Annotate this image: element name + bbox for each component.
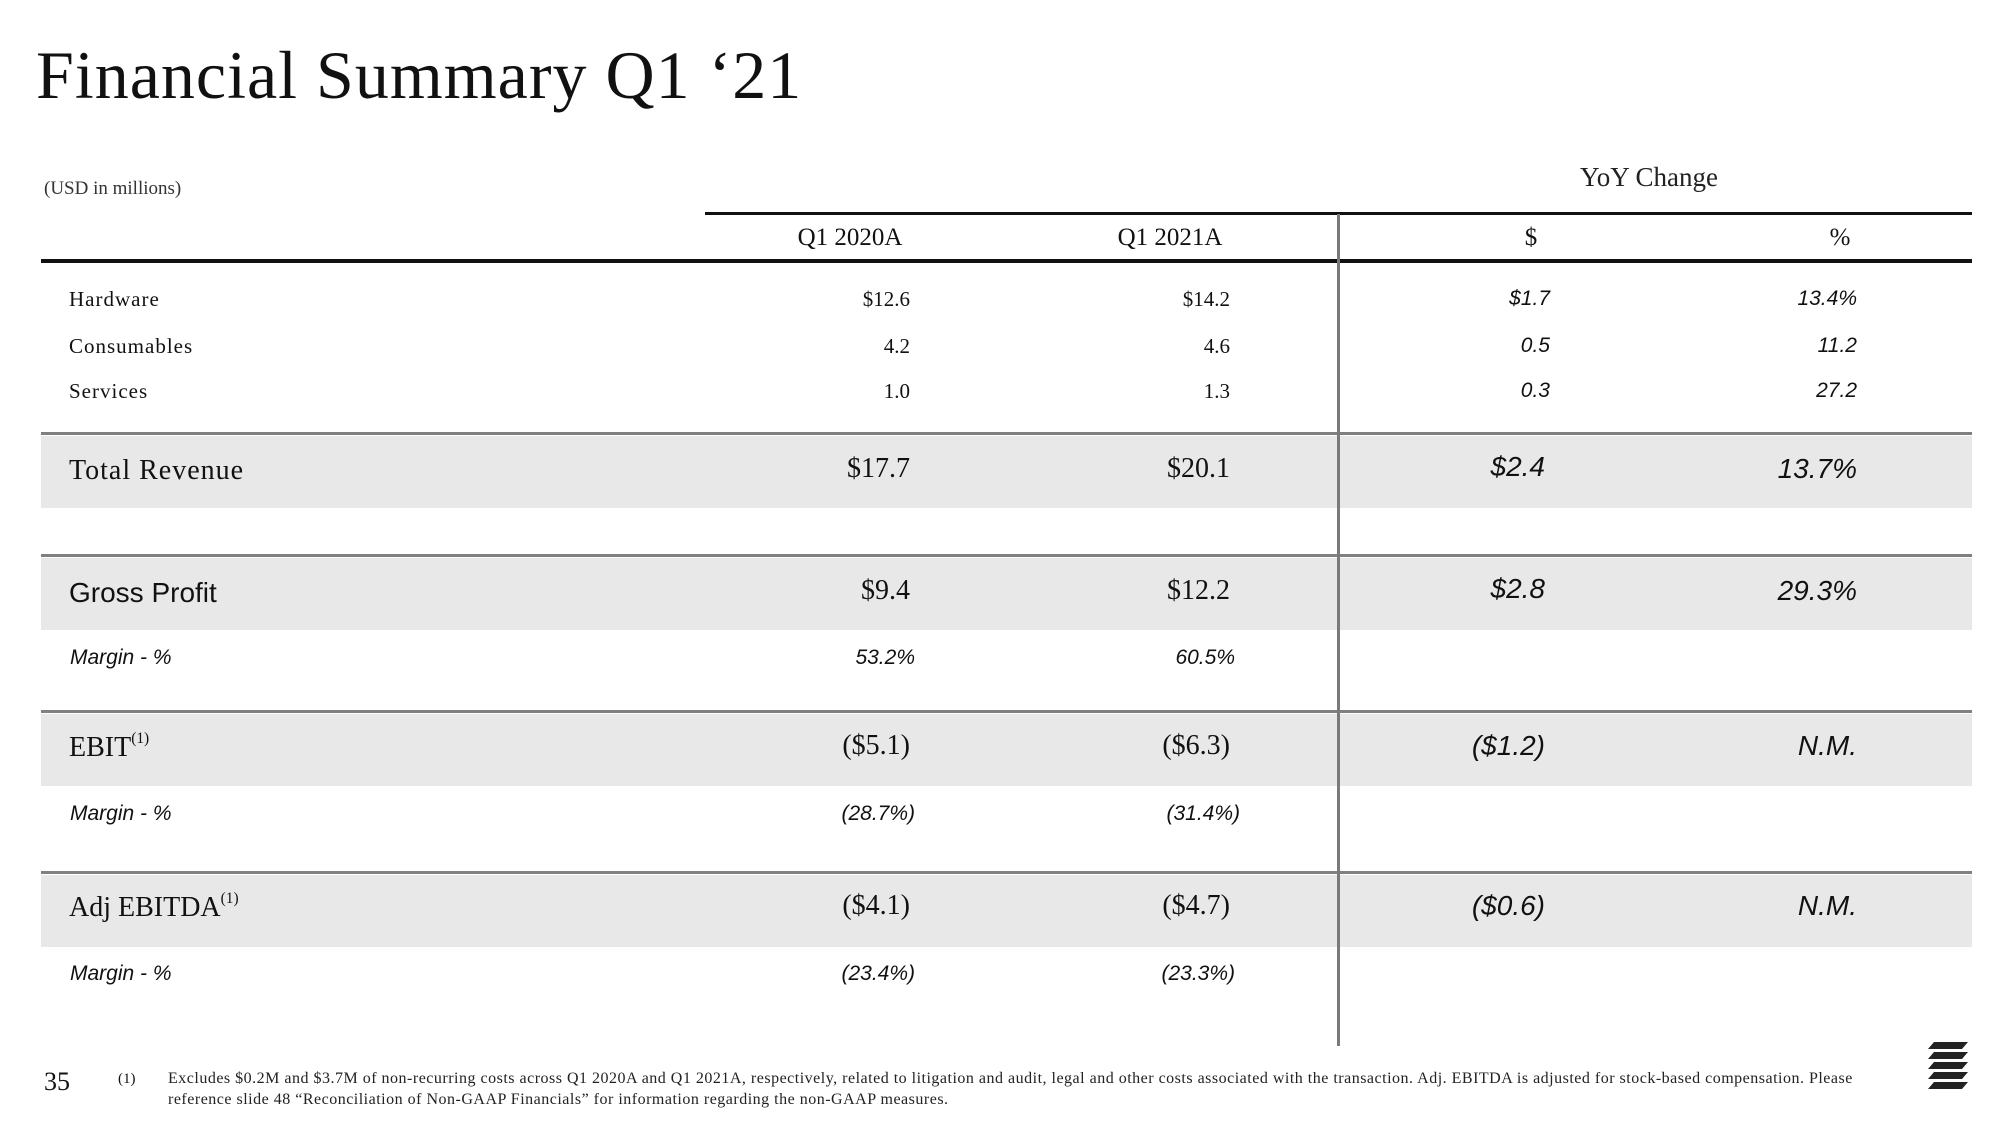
value-yoy-pct: 27.2 [1816,379,1857,402]
band-gross-profit [41,558,1972,630]
row-label: Adj EBITDA(1) [69,890,239,924]
value-q1-2021: (31.4%) [1166,802,1240,825]
value-yoy-usd: $2.4 [1490,451,1546,482]
yoy-column-divider [1337,214,1340,1046]
band-ebit [41,714,1972,786]
value-q1-2021: $14.2 [1182,287,1230,311]
value-yoy-usd: ($0.6) [1471,890,1545,921]
value-q1-2021: 4.6 [1203,334,1230,358]
row-label: Margin - % [70,646,172,669]
row-label: Total Revenue [69,455,245,486]
band-total-revenue [41,436,1972,508]
page-number: 35 [44,1067,70,1096]
footnote-ref: (1) [131,730,150,747]
value-q1-2021: ($4.7) [1162,890,1230,921]
value-yoy-usd: $1.7 [1509,287,1550,310]
header-yoy-usd: $ [1524,224,1538,251]
value-q1-2021: 1.3 [1203,379,1230,403]
row-label: Services [69,379,149,403]
row-label: Hardware [69,287,160,311]
row-label: Gross Profit [69,577,217,608]
footnote-ref: (1) [220,890,239,907]
value-yoy-pct: 13.4% [1797,287,1857,310]
value-q1-2020: $17.7 [847,453,910,484]
row-label-text: Adj EBITDA [69,892,221,923]
row-label: Margin - % [70,962,172,985]
value-q1-2020: 1.0 [883,379,910,403]
header-yoy-pct: % [1829,224,1851,251]
value-q1-2020: ($4.1) [842,890,910,921]
value-q1-2020: ($5.1) [842,730,910,761]
value-q1-2021: $12.2 [1167,575,1230,606]
row-label: Consumables [69,334,194,358]
separator-adj-ebitda [41,871,1972,874]
row-label: EBIT(1) [69,730,150,764]
stacked-stripes-logo-icon [1924,1040,1972,1092]
value-yoy-pct: N.M. [1797,890,1857,921]
value-yoy-usd: 0.5 [1520,334,1550,357]
value-yoy-pct: 13.7% [1777,453,1857,484]
footnote-marker: (1) [118,1071,136,1087]
separator-ebit [41,710,1972,713]
value-q1-2020: 53.2% [855,646,915,669]
row-label: Margin - % [70,802,172,825]
band-adj-ebitda [41,875,1972,947]
value-yoy-pct: 11.2 [1817,334,1857,357]
value-yoy-pct: N.M. [1797,730,1857,761]
row-label-text: EBIT [69,732,132,763]
header-bottom-rule [41,259,1972,263]
header-top-rule [705,212,1972,215]
page-title: Financial Summary Q1 ‘21 [36,37,803,113]
separator-revenue [41,432,1972,435]
value-q1-2020: (23.4%) [841,962,915,985]
value-q1-2021: (23.3%) [1161,962,1235,985]
value-yoy-usd: 0.3 [1520,379,1550,402]
value-q1-2020: (28.7%) [841,802,915,825]
value-yoy-usd: ($1.2) [1471,730,1545,761]
value-q1-2021: ($6.3) [1162,730,1230,761]
separator-gross-profit [41,554,1972,557]
header-q1-2020: Q1 2020A [797,224,903,251]
value-q1-2020: $12.6 [862,287,910,311]
header-q1-2021: Q1 2021A [1117,224,1223,251]
value-yoy-usd: $2.8 [1490,573,1546,604]
value-yoy-pct: 29.3% [1777,575,1857,606]
yoy-change-label: YoY Change [1580,162,1719,192]
value-q1-2021: 60.5% [1175,646,1235,669]
value-q1-2021: $20.1 [1167,453,1230,484]
footnote-text: Excludes $0.2M and $3.7M of non-recurrin… [168,1070,1853,1108]
units-note: (USD in millions) [44,178,182,199]
value-q1-2020: 4.2 [883,334,910,358]
value-q1-2020: $9.4 [861,575,910,606]
